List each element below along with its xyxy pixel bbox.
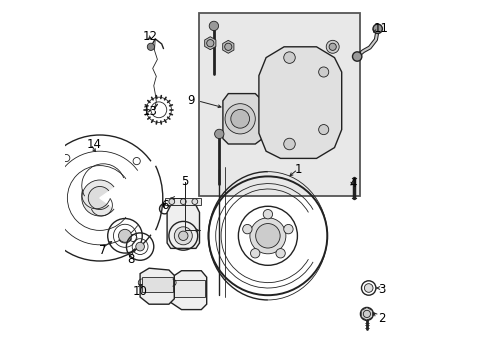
Circle shape — [214, 129, 224, 139]
Circle shape — [224, 43, 231, 50]
Circle shape — [174, 227, 192, 245]
Wedge shape — [100, 161, 164, 235]
Circle shape — [364, 284, 372, 292]
Circle shape — [81, 180, 118, 216]
Circle shape — [275, 249, 285, 258]
Circle shape — [255, 224, 280, 248]
Text: 10: 10 — [132, 285, 147, 298]
Text: 2: 2 — [377, 312, 385, 325]
Circle shape — [283, 52, 295, 63]
Circle shape — [192, 199, 197, 204]
Text: 6: 6 — [161, 199, 168, 212]
Circle shape — [136, 242, 144, 251]
Text: 7: 7 — [99, 244, 106, 257]
Circle shape — [250, 249, 259, 258]
Circle shape — [283, 224, 292, 234]
Circle shape — [249, 218, 285, 254]
Text: 5: 5 — [181, 175, 188, 188]
Polygon shape — [222, 40, 233, 53]
Bar — [199, 13, 359, 196]
Polygon shape — [165, 198, 201, 205]
Polygon shape — [167, 205, 199, 248]
Polygon shape — [258, 47, 341, 158]
Polygon shape — [140, 268, 174, 304]
Circle shape — [88, 186, 111, 210]
Circle shape — [168, 199, 174, 204]
Circle shape — [180, 199, 186, 204]
Circle shape — [328, 43, 336, 50]
Circle shape — [318, 67, 328, 77]
Circle shape — [230, 109, 249, 128]
Text: 3: 3 — [377, 283, 384, 296]
Circle shape — [352, 52, 361, 61]
Circle shape — [263, 210, 272, 219]
Text: 9: 9 — [187, 94, 194, 107]
Circle shape — [118, 229, 131, 242]
Circle shape — [147, 43, 154, 50]
Circle shape — [178, 231, 187, 240]
Polygon shape — [172, 280, 204, 297]
Circle shape — [224, 104, 255, 134]
Circle shape — [325, 40, 339, 53]
Text: 13: 13 — [142, 105, 158, 118]
Circle shape — [206, 40, 213, 47]
Circle shape — [283, 138, 295, 150]
Polygon shape — [204, 37, 216, 50]
Text: 11: 11 — [373, 22, 388, 35]
Text: 14: 14 — [87, 138, 102, 150]
Text: 8: 8 — [127, 253, 135, 266]
Circle shape — [242, 224, 251, 234]
Text: 12: 12 — [142, 30, 158, 42]
Text: 4: 4 — [348, 177, 356, 190]
Polygon shape — [170, 271, 206, 310]
Circle shape — [209, 21, 218, 31]
Text: 1: 1 — [294, 163, 302, 176]
Circle shape — [363, 310, 370, 318]
Polygon shape — [223, 94, 262, 144]
Polygon shape — [142, 277, 172, 292]
Circle shape — [318, 125, 328, 135]
Circle shape — [372, 24, 382, 33]
Polygon shape — [361, 307, 372, 320]
